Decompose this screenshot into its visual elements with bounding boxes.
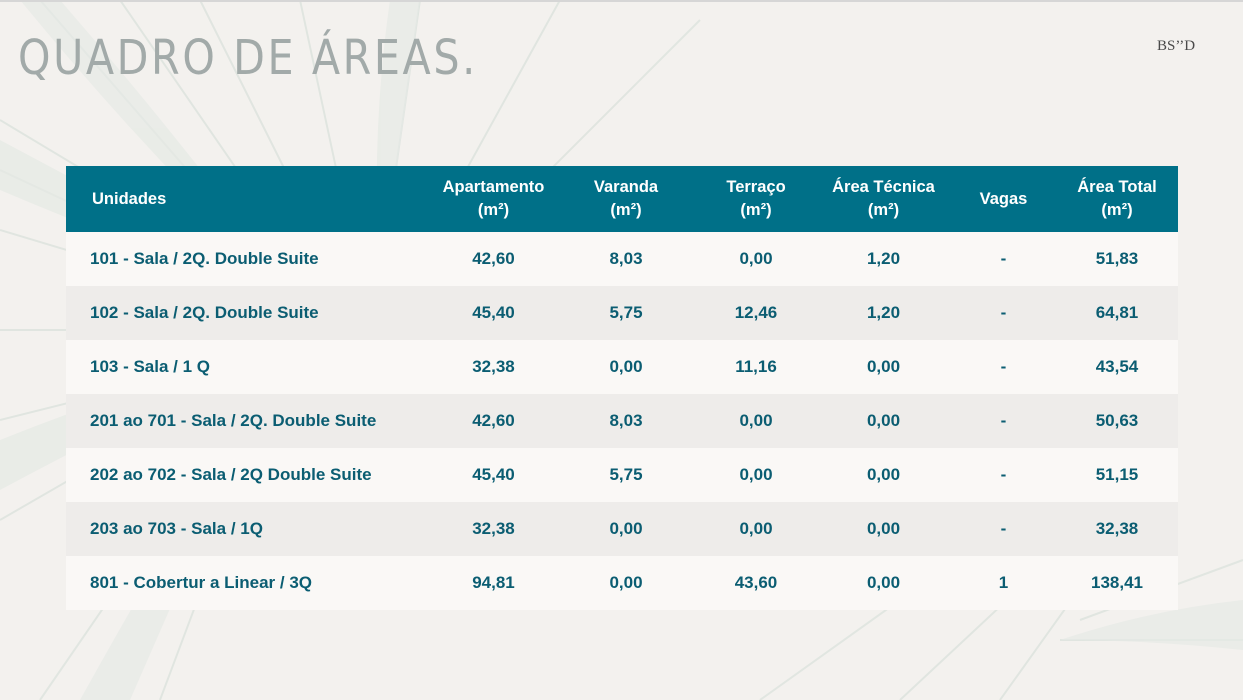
cell-vagas: -	[1000, 249, 1007, 268]
cell-vagas: -	[1000, 465, 1007, 484]
cell-apartamento: 42,60	[472, 411, 515, 430]
brand-mark: BS’’D	[1157, 38, 1196, 54]
cell-area-total: 51,83	[1095, 249, 1139, 268]
cell-area-total: 32,38	[1095, 519, 1139, 538]
page-title: QUADRO DE ÁREAS.	[18, 30, 478, 86]
header-label: Área Técnica	[832, 178, 935, 196]
areas-table: Unidades Apartamento (m²) Varanda (m²) T…	[66, 166, 1178, 610]
header-apartamento: Apartamento (m²)	[431, 166, 556, 232]
cell-vagas: -	[1000, 357, 1007, 376]
cell-area-total: 51,15	[1095, 465, 1139, 484]
table-row: 201 ao 701 - Sala / 2Q. Double Suite 42,…	[66, 394, 1178, 448]
cell-apartamento: 94,81	[472, 573, 515, 592]
cell-varanda: 8,03	[609, 411, 643, 430]
header-unit: (m²)	[477, 201, 510, 219]
cell-area-total: 64,81	[1095, 303, 1139, 322]
table-row: 203 ao 703 - Sala / 1Q 32,38 0,00 0,00 0…	[66, 502, 1178, 556]
cell-area-tecnica: 0,00	[866, 519, 901, 538]
cell-area-total: 138,41	[1091, 573, 1143, 592]
areas-table-container: Unidades Apartamento (m²) Varanda (m²) T…	[66, 166, 1178, 610]
cell-terraco: 11,16	[735, 357, 777, 376]
header-label: Varanda	[593, 178, 659, 196]
cell-area-tecnica: 0,00	[866, 357, 901, 376]
cell-varanda: 0,00	[609, 573, 643, 592]
cell-terraco: 12,46	[734, 303, 778, 322]
header-unit: (m²)	[740, 201, 772, 219]
header-label: Terraço	[726, 178, 786, 196]
header-label: Unidades	[92, 189, 167, 208]
cell-vagas: -	[1000, 519, 1007, 538]
cell-varanda: 0,00	[609, 519, 643, 538]
cell-vagas: -	[1000, 303, 1007, 322]
cell-unidade: 201 ao 701 - Sala / 2Q. Double Suite	[90, 411, 377, 430]
header-unit: (m²)	[1101, 201, 1133, 219]
cell-area-total: 50,63	[1095, 411, 1139, 430]
header-label: Vagas	[979, 189, 1028, 208]
cell-unidade: 203 ao 703 - Sala / 1Q	[90, 519, 263, 538]
cell-vagas: -	[1000, 411, 1007, 430]
cell-vagas: 1	[998, 573, 1009, 592]
cell-apartamento: 45,40	[472, 465, 515, 484]
cell-unidade: 103 - Sala / 1 Q	[90, 357, 211, 376]
header-terraco: Terraço (m²)	[696, 166, 816, 232]
top-divider	[0, 0, 1243, 2]
cell-apartamento: 42,60	[472, 249, 515, 268]
cell-apartamento: 45,40	[472, 303, 515, 322]
table-row: 801 - Cobertur a Linear / 3Q 94,81 0,00 …	[66, 556, 1178, 610]
header-varanda: Varanda (m²)	[556, 166, 696, 232]
cell-varanda: 8,03	[609, 249, 643, 268]
header-label: Área Total	[1077, 178, 1157, 196]
cell-unidade: 101 - Sala / 2Q. Double Suite	[90, 249, 319, 268]
table-header-row: Unidades Apartamento (m²) Varanda (m²) T…	[66, 166, 1178, 232]
header-label: Apartamento	[442, 178, 545, 196]
cell-area-tecnica: 0,00	[866, 465, 901, 484]
cell-terraco: 43,60	[734, 573, 778, 592]
cell-varanda: 5,75	[609, 303, 643, 322]
header-unidades: Unidades	[66, 166, 431, 232]
cell-area-tecnica: 1,20	[866, 303, 901, 322]
cell-apartamento: 32,38	[472, 357, 515, 376]
header-vagas: Vagas	[951, 166, 1056, 232]
header-area-tecnica: Área Técnica (m²)	[816, 166, 951, 232]
cell-area-total: 43,54	[1095, 357, 1139, 376]
cell-varanda: 5,75	[609, 465, 643, 484]
cell-terraco: 0,00	[739, 249, 773, 268]
cell-area-tecnica: 1,20	[866, 249, 901, 268]
header-area-total: Área Total (m²)	[1056, 166, 1178, 232]
table-row: 103 - Sala / 1 Q 32,38 0,00 11,16 0,00 -…	[66, 340, 1178, 394]
cell-area-tecnica: 0,00	[866, 411, 901, 430]
header-unit: (m²)	[610, 201, 642, 219]
cell-area-tecnica: 0,00	[866, 573, 901, 592]
cell-terraco: 0,00	[739, 465, 773, 484]
cell-unidade: 202 ao 702 - Sala / 2Q Double Suite	[90, 465, 372, 484]
cell-terraco: 0,00	[739, 411, 773, 430]
cell-terraco: 0,00	[739, 519, 773, 538]
header-unit: (m²)	[867, 201, 900, 219]
table-row: 202 ao 702 - Sala / 2Q Double Suite 45,4…	[66, 448, 1178, 502]
cell-varanda: 0,00	[609, 357, 643, 376]
cell-apartamento: 32,38	[472, 519, 515, 538]
cell-unidade: 801 - Cobertur a Linear / 3Q	[90, 573, 313, 592]
cell-unidade: 102 - Sala / 2Q. Double Suite	[90, 303, 319, 322]
table-row: 101 - Sala / 2Q. Double Suite 42,60 8,03…	[66, 232, 1178, 286]
table-row: 102 - Sala / 2Q. Double Suite 45,40 5,75…	[66, 286, 1178, 340]
